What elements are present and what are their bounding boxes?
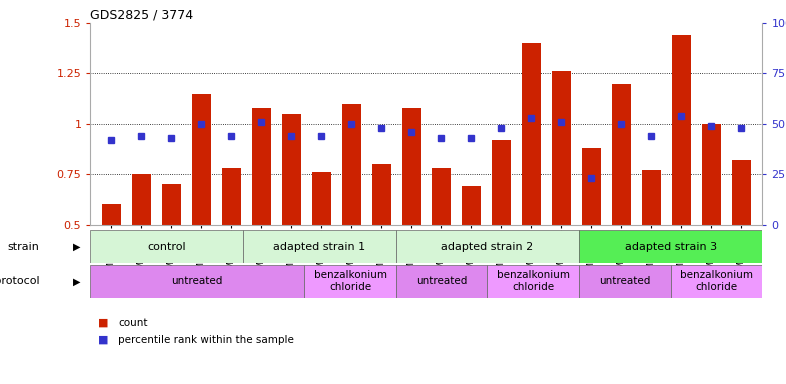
Bar	[582, 148, 601, 225]
Bar	[312, 172, 331, 225]
Bar	[461, 186, 481, 225]
Bar	[702, 124, 722, 225]
Text: ▶: ▶	[72, 276, 80, 286]
Bar	[342, 104, 361, 225]
Bar	[522, 43, 541, 225]
Bar	[304, 265, 396, 298]
Bar	[131, 174, 151, 225]
Bar	[192, 94, 211, 225]
Text: benzalkonium
chloride: benzalkonium chloride	[314, 270, 387, 292]
Text: strain: strain	[7, 242, 39, 252]
Bar	[252, 108, 271, 225]
Bar	[372, 164, 391, 225]
Text: count: count	[118, 318, 148, 328]
Bar	[492, 140, 511, 225]
Bar	[90, 265, 304, 298]
Bar	[396, 265, 487, 298]
Bar	[579, 230, 762, 263]
Text: adapted strain 2: adapted strain 2	[442, 242, 534, 252]
Bar	[732, 160, 751, 225]
Bar	[552, 71, 571, 225]
Text: adapted strain 3: adapted strain 3	[625, 242, 717, 252]
Text: benzalkonium
chloride: benzalkonium chloride	[680, 270, 753, 292]
Bar	[402, 108, 421, 225]
Bar	[162, 184, 181, 225]
Text: ■: ■	[98, 318, 108, 328]
Bar	[670, 265, 762, 298]
Bar	[641, 170, 661, 225]
Text: percentile rank within the sample: percentile rank within the sample	[118, 335, 294, 345]
Bar	[90, 230, 243, 263]
Text: untreated: untreated	[416, 276, 468, 286]
Bar	[672, 35, 691, 225]
Bar	[281, 114, 301, 225]
Bar	[396, 230, 579, 263]
Text: untreated: untreated	[599, 276, 651, 286]
Text: control: control	[148, 242, 186, 252]
Bar	[579, 265, 670, 298]
Bar	[243, 230, 396, 263]
Bar	[101, 205, 121, 225]
Bar	[487, 265, 579, 298]
Bar	[432, 168, 451, 225]
Text: benzalkonium
chloride: benzalkonium chloride	[497, 270, 570, 292]
Text: ▶: ▶	[72, 242, 80, 252]
Bar	[222, 168, 241, 225]
Text: ■: ■	[98, 335, 108, 345]
Bar	[612, 84, 631, 225]
Text: adapted strain 1: adapted strain 1	[274, 242, 365, 252]
Text: growth protocol: growth protocol	[0, 276, 39, 286]
Text: untreated: untreated	[171, 276, 223, 286]
Text: GDS2825 / 3774: GDS2825 / 3774	[90, 9, 193, 22]
